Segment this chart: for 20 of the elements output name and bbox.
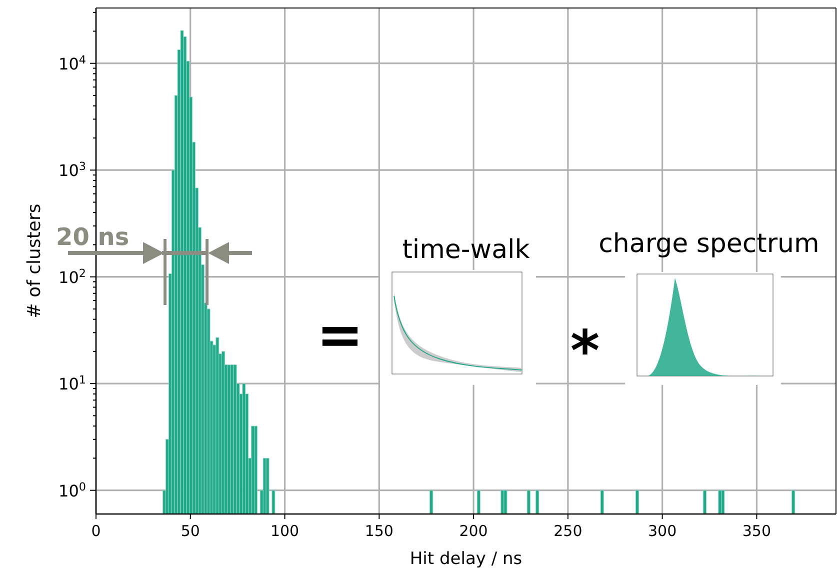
x-tick-label: 50 <box>180 522 200 540</box>
x-tick-label: 300 <box>648 522 677 540</box>
x-tick-label: 100 <box>270 522 300 540</box>
x-axis-title: Hit delay / ns <box>410 549 522 569</box>
x-tick-label: 250 <box>554 522 582 540</box>
y-tick-label: 10$^{1}$ <box>58 373 86 394</box>
annotation: 20 ns <box>56 223 130 252</box>
x-tick-label: 350 <box>742 522 772 540</box>
annotation: * <box>570 319 600 384</box>
y-tick-label: 10$^{0}$ <box>58 480 86 500</box>
annotation: time-walk <box>402 235 530 265</box>
annotation: charge spectrum <box>598 229 820 259</box>
y-tick-label: 10$^{3}$ <box>58 160 86 180</box>
x-tick-label: 0 <box>91 522 101 540</box>
annotation: = <box>316 303 364 368</box>
y-tick-label: 10$^{2}$ <box>58 266 86 287</box>
y-tick-label: 10$^{4}$ <box>58 52 86 74</box>
x-tick-label: 150 <box>364 522 394 540</box>
x-tick-label: 200 <box>459 522 488 540</box>
y-axis-title: # of clusters <box>24 204 45 318</box>
